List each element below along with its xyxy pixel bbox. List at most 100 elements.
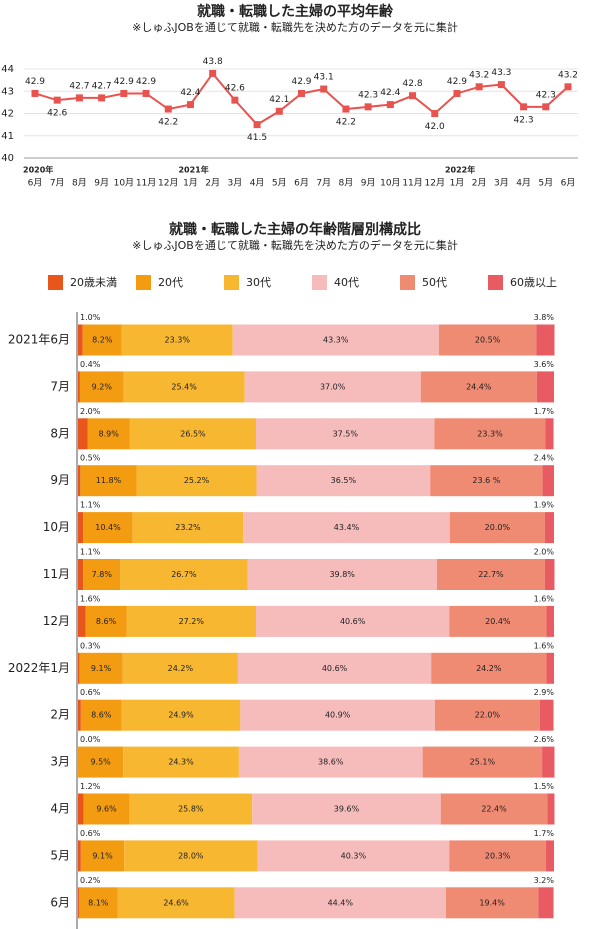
data-label: 22.0% — [475, 711, 501, 720]
bar-segment — [420, 371, 537, 403]
bar-segment — [449, 840, 546, 872]
bar-segment — [449, 512, 545, 544]
bar-segment — [434, 418, 546, 450]
bar-segment — [436, 559, 545, 590]
x-tick-label: 3月 — [494, 178, 509, 189]
bar-segment — [440, 793, 548, 825]
y-tick-label: 2022年1月 — [8, 661, 70, 675]
marker — [342, 105, 350, 113]
y-tick-label: 43 — [1, 86, 14, 97]
data-label: 24.9% — [168, 711, 194, 720]
bar-segment — [83, 559, 121, 590]
bar-segment — [129, 793, 253, 825]
y-tick-label: 10月 — [43, 520, 70, 534]
x-tick-label: 11月 — [402, 178, 422, 189]
data-label: 2.6% — [534, 735, 555, 744]
data-label: 27.2% — [179, 617, 205, 626]
x-tick-label: 6月 — [28, 178, 43, 189]
legend-swatch — [312, 275, 327, 290]
data-label: 40.9% — [325, 711, 351, 720]
data-label: 44.4% — [328, 898, 354, 907]
legend-label: 50代 — [422, 276, 447, 289]
bar-segment — [78, 512, 84, 544]
data-label: 23.6 % — [472, 476, 500, 485]
x-tick-label: 3月 — [228, 178, 243, 189]
bar-segment — [438, 324, 537, 356]
bar-segment — [129, 418, 257, 450]
data-label: 41.5 — [247, 133, 267, 143]
chart-subtitle: ※しゅふJOBを通じて就職・転職先を決めた方のデータを元に集計 — [132, 238, 458, 252]
data-label: 28.0% — [178, 851, 204, 860]
data-label: 0.0% — [80, 735, 101, 744]
data-label: 9.6% — [96, 805, 117, 814]
legend-swatch — [48, 275, 63, 290]
data-label: 1.0% — [80, 313, 101, 322]
chart-title: 就職・転職した主婦の年齢階層別構成比 — [169, 221, 421, 238]
legend-label: 20代 — [158, 276, 183, 289]
bar-segment — [544, 559, 555, 590]
bar-segment — [124, 840, 258, 872]
marker — [186, 101, 194, 109]
data-label: 1.6% — [534, 594, 555, 603]
x-tick-label: 4月 — [250, 178, 265, 189]
data-label: 1.1% — [80, 501, 101, 510]
x-tick-label: 12月 — [425, 178, 445, 189]
bar-segment — [121, 324, 233, 356]
data-label: 11.8% — [96, 476, 122, 485]
bar-segment — [431, 652, 547, 684]
bar-segment — [85, 605, 127, 637]
data-label: 26.5% — [180, 429, 206, 438]
chart-title: 就職・転職した主婦の平均年齢 — [197, 3, 394, 20]
legend-swatch — [136, 275, 151, 290]
marker — [31, 89, 39, 97]
bar-segment — [78, 324, 83, 356]
marker — [75, 94, 83, 102]
marker — [409, 92, 417, 100]
bar-segment — [121, 699, 241, 731]
bar-segment — [78, 887, 79, 919]
data-label: 24.2% — [168, 664, 194, 673]
x-tick-label: 5月 — [538, 178, 553, 189]
bar-segment — [232, 324, 439, 356]
bar-segment — [237, 652, 432, 684]
x-tick-label: 8月 — [72, 178, 87, 189]
data-label: 3.8% — [534, 313, 555, 322]
data-label: 36.5% — [331, 476, 357, 485]
data-label: 7.8% — [92, 570, 113, 579]
y-tick-label: 42 — [1, 109, 14, 120]
data-label: 42.3 — [514, 115, 534, 125]
data-label: 9.2% — [92, 382, 113, 391]
bar-segment — [244, 371, 421, 403]
data-label: 42.6 — [225, 84, 245, 94]
marker — [142, 89, 150, 97]
bar-segment — [78, 699, 81, 731]
data-label: 37.0% — [320, 382, 346, 391]
bar-segment — [87, 418, 130, 450]
bar-segment — [546, 605, 554, 637]
data-label: 42.3 — [536, 90, 556, 100]
bar-segment — [256, 418, 435, 450]
data-label: 43.1 — [314, 73, 334, 83]
data-label: 43.3 — [491, 68, 511, 78]
x-tick-label: 12月 — [158, 178, 178, 189]
bar-segment — [117, 887, 235, 919]
data-label: 8.6% — [96, 617, 117, 626]
marker — [298, 89, 305, 97]
bar-segment — [243, 512, 450, 544]
data-label: 37.5% — [333, 429, 359, 438]
marker — [520, 103, 528, 111]
x-tick-label: 10月 — [380, 178, 400, 189]
bar-segment — [78, 418, 88, 450]
bar-segment — [445, 887, 539, 919]
data-label: 26.7% — [171, 570, 197, 579]
bar-segment — [78, 559, 84, 590]
data-label: 42.9 — [291, 77, 311, 87]
data-label: 39.6% — [334, 805, 360, 814]
marker — [98, 94, 106, 102]
x-tick-label: 8月 — [339, 178, 354, 189]
data-label: 43.2 — [558, 70, 578, 80]
bar-segment — [82, 324, 122, 356]
marker — [453, 89, 461, 97]
